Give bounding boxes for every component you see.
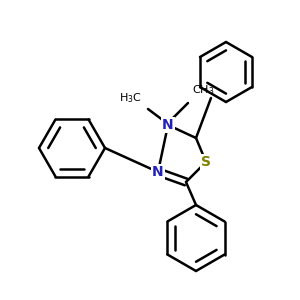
Text: S: S	[201, 155, 211, 169]
Text: CH$_3$: CH$_3$	[192, 83, 214, 97]
Text: N: N	[162, 118, 174, 132]
Text: N: N	[152, 165, 164, 179]
Text: H$_3$C: H$_3$C	[119, 91, 142, 105]
